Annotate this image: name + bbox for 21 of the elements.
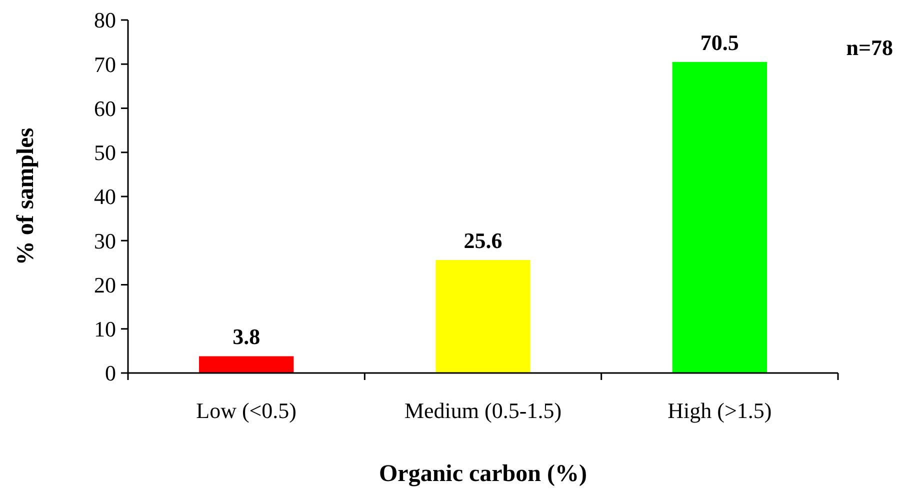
y-tick-label: 0 <box>105 360 116 386</box>
x-axis-title: Organic carbon (%) <box>379 461 587 487</box>
y-tick-label: 20 <box>94 272 116 298</box>
y-tick-label: 50 <box>94 140 116 166</box>
bar <box>672 62 767 373</box>
bar <box>199 356 294 373</box>
data-label: 3.8 <box>232 324 260 350</box>
y-tick-label: 10 <box>94 316 116 342</box>
x-tick-label: Low (<0.5) <box>196 398 297 423</box>
x-tick-label: Medium (0.5-1.5) <box>404 398 562 423</box>
x-tick-label: High (>1.5) <box>668 398 772 423</box>
y-tick-label: 60 <box>94 96 116 121</box>
y-tick-label: 80 <box>94 8 116 33</box>
text: n=78 <box>846 35 893 60</box>
y-tick-label: 30 <box>94 228 116 254</box>
y-tick-label: 40 <box>94 184 116 210</box>
data-label: 70.5 <box>700 30 739 55</box>
data-label: 25.6 <box>464 228 502 254</box>
y-axis-title: % of samples <box>13 128 39 266</box>
bar <box>436 260 530 373</box>
y-tick-label: 70 <box>94 52 116 77</box>
